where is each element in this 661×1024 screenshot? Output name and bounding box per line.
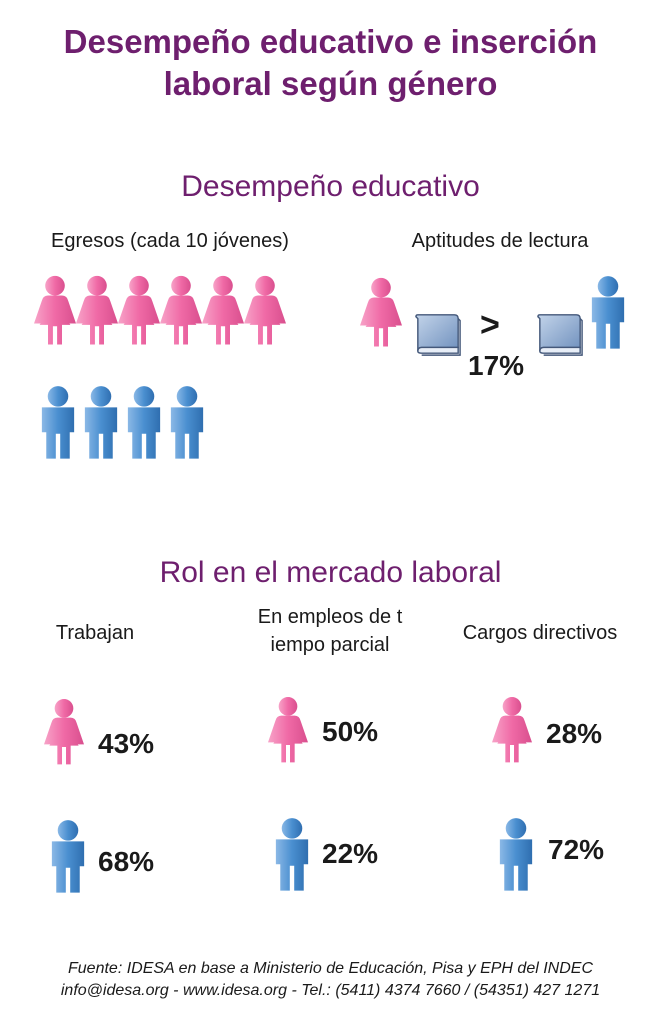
man-icon — [591, 276, 625, 349]
woman-icon — [244, 275, 286, 345]
page-title-line1: Desempeño educativo e inserción — [63, 23, 598, 60]
woman-icon — [268, 697, 308, 763]
labor-label-line2: iempo parcial — [270, 634, 390, 656]
man-icon — [499, 818, 533, 891]
man-icon — [275, 818, 309, 891]
labor-women-value: 43% — [98, 728, 155, 759]
book-icon — [537, 314, 583, 356]
woman-icon — [360, 277, 402, 347]
man-icon — [51, 820, 85, 893]
labor-label-line1: En empleos de t — [257, 606, 403, 628]
woman-icon — [160, 275, 202, 345]
woman-icon — [34, 275, 76, 345]
man-icon — [170, 386, 204, 459]
man-icon — [41, 386, 75, 459]
page-title-line2: laboral según género — [163, 65, 498, 102]
labor-heading: Rol en el mercado laboral — [159, 556, 502, 589]
reading-label: Aptitudes de lectura — [411, 230, 589, 252]
labor-label-line1: Cargos directivos — [462, 622, 618, 644]
labor-men-value: 68% — [98, 846, 155, 877]
footer-source: Fuente: IDESA en base a Ministerio de Ed… — [68, 960, 593, 977]
woman-icon — [76, 275, 118, 345]
reading-comparator: > — [480, 306, 500, 344]
labor-women-value: 50% — [322, 716, 379, 747]
book-icon — [415, 314, 461, 356]
education-heading: Desempeño educativo — [181, 170, 480, 203]
man-icon — [84, 386, 118, 459]
man-icon — [127, 386, 161, 459]
labor-women-value: 28% — [546, 718, 603, 749]
woman-icon — [202, 275, 244, 345]
woman-icon — [492, 697, 532, 763]
woman-icon — [44, 699, 84, 765]
reading-value: 17% — [468, 350, 525, 381]
labor-label-line1: Trabajan — [55, 622, 135, 644]
graduates-label: Egresos (cada 10 jóvenes) — [51, 230, 289, 252]
labor-men-value: 72% — [548, 834, 605, 865]
labor-men-value: 22% — [322, 838, 379, 869]
footer-contact: info@idesa.org - www.idesa.org - Tel.: (… — [60, 982, 601, 999]
woman-icon — [118, 275, 160, 345]
